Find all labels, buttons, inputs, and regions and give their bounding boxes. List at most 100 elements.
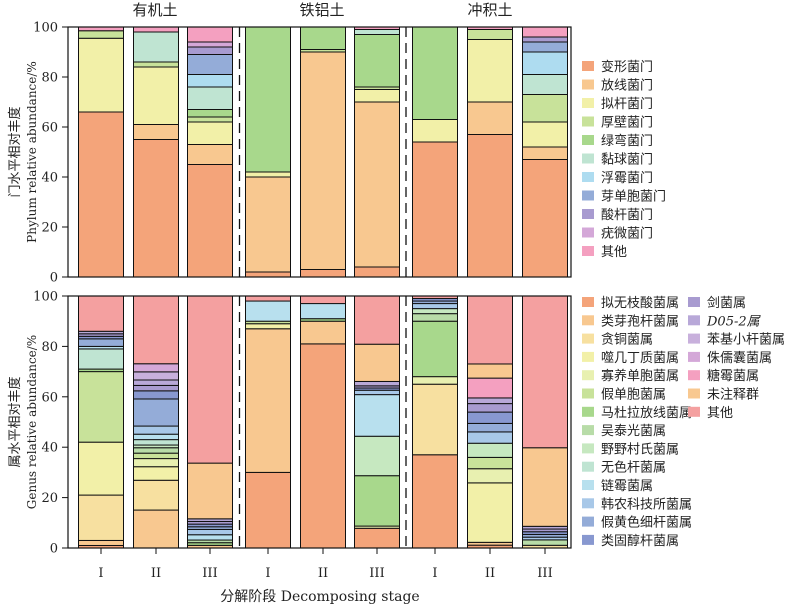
legend-swatch-p1-1: [582, 61, 594, 71]
legend-swatch-p2-16: [688, 315, 700, 326]
legend-label-p1-8: 芽单胞菌门: [601, 190, 666, 205]
bar-segment-p1-c9-s8: [522, 41, 568, 53]
panel-frame-1: [67, 26, 572, 278]
y-axis-label-p1-line2: Phylum relative abundance/%: [25, 61, 39, 243]
bar-segment-p1-c6-s6: [354, 29, 400, 35]
bar-segment-p2-c2-s12: [133, 425, 179, 435]
bar-segment-p1-c2-s6: [133, 31, 179, 63]
legend-swatch-p2-9: [582, 443, 594, 454]
legend-label-p2-17: 苯基小杆菌属: [707, 333, 785, 348]
bar-segment-p1-c2-s4: [133, 61, 179, 68]
bar-segment-p1-c6-s3: [354, 89, 400, 103]
bar-segment-p1-c3-s8: [187, 54, 233, 75]
bar-segment-p2-c8-s14: [467, 411, 513, 424]
bar-segment-p1-c2-s2: [133, 124, 179, 140]
x-tick-label: II: [318, 566, 328, 581]
legend-swatch-p2-7: [582, 406, 594, 417]
bar-segment-p2-c1-s10: [78, 348, 124, 370]
x-tick-label: I: [98, 566, 103, 581]
legend-label-p1-2: 放线菌门: [601, 79, 653, 94]
bar-segment-p2-c4-s21: [245, 295, 291, 302]
legend-label-p2-11: 链霉菌属: [601, 479, 653, 494]
bar-segment-p2-c8-s13: [467, 422, 513, 433]
bar-segment-p1-c3-s7: [187, 74, 233, 88]
legend-label-p2-14: 类固醇杆菌属: [601, 533, 679, 549]
legend-swatch-p2-19: [688, 370, 700, 381]
bar-segment-p1-c9-s2: [522, 146, 568, 160]
bar-segment-p1-c7-s3: [412, 119, 458, 143]
bar-segment-p1-c3-s11: [187, 26, 233, 43]
legend-label-p2-9: 野野村氏菌属: [601, 442, 679, 457]
legend-label-p2-12: 韩农科技所菌属: [601, 497, 692, 512]
bar-segment-p1-c3-s3: [187, 121, 233, 145]
bar-segment-p1-c3-s5: [187, 109, 233, 118]
bar-segment-p2-c6-s20: [354, 343, 400, 382]
legend-swatch-p2-4: [582, 351, 594, 362]
bar-segment-p1-c3-s1: [187, 164, 233, 278]
bar-segment-p2-c7-s8: [412, 313, 458, 322]
bar-segment-p2-c5-s2: [300, 320, 346, 345]
legend-swatch-p2-10: [582, 461, 594, 472]
legend-label-p2-13: 假黄色细杆菌属: [601, 515, 692, 531]
bar-segment-p2-c2-s14: [133, 390, 179, 400]
bar-segment-p2-c1-s4: [78, 441, 124, 496]
bar-segment-p1-c1-s1: [78, 111, 124, 278]
legend-label-p1-9: 酸杆菌门: [601, 208, 653, 223]
bar-segment-p2-c8-s16: [467, 397, 513, 405]
y-tick-label: 20: [41, 221, 58, 236]
bar-segment-p1-c4-s3: [245, 171, 291, 178]
y-tick-label: 0: [50, 271, 58, 286]
bar-segment-p2-c9-s20: [522, 447, 568, 527]
legend-label-p1-7: 浮霉菌门: [601, 171, 653, 186]
bar-segment-p2-c6-s9: [354, 435, 400, 477]
bar-segment-p2-c8-s5: [467, 468, 513, 484]
bar-segment-p2-c8-s4: [467, 482, 513, 543]
group-title-3: 冲积土: [467, 1, 512, 19]
bar-segment-p2-c1-s13: [78, 338, 124, 347]
y-tick-label: 40: [41, 171, 58, 186]
bar-segment-p2-c1-s6: [78, 371, 124, 443]
bar-segment-p1-c3-s9: [187, 46, 233, 55]
bar-segment-p2-c6-s1: [354, 527, 400, 549]
bar-segment-p2-c2-s5: [133, 458, 179, 468]
bar-segment-p1-c9-s7: [522, 51, 568, 75]
bar-segment-p2-c6-s21: [354, 295, 400, 345]
bar-segment-p1-c1-s4: [78, 30, 124, 39]
bar-segment-p2-c2-s21: [133, 295, 179, 365]
bar-segment-p1-c8-s4: [467, 29, 513, 40]
legend-label-p1-3: 拟杆菌门: [601, 97, 653, 112]
bar-segment-p2-c6-s7: [354, 475, 400, 527]
y-tick-label: 80: [41, 71, 58, 86]
legend-layer: 变形菌门放线菌门拟杆菌门厚壁菌门绿弯菌门黏球菌门浮霉菌门芽单胞菌门酸杆菌门疣微菌…: [582, 59, 785, 549]
legend-swatch-p2-5: [582, 370, 594, 381]
legend-swatch-p2-12: [582, 498, 594, 509]
legend-swatch-p1-2: [582, 79, 594, 90]
legend-label-p2-10: 无色杆菌属: [601, 460, 666, 476]
x-tick-label: II: [151, 566, 161, 581]
y-tick-label: 80: [41, 340, 58, 355]
y-tick-label: 0: [50, 542, 58, 557]
legend-swatch-p1-9: [582, 209, 594, 219]
bar-segment-p1-c8-s1: [467, 134, 513, 278]
bar-segment-p2-c8-s12: [467, 431, 513, 444]
bar-segment-p2-c5-s1: [300, 343, 346, 549]
bar-segment-p1-c3-s4: [187, 116, 233, 123]
bar-segment-p1-c9-s3: [522, 121, 568, 148]
bar-segment-p1-c4-s2: [245, 176, 291, 273]
legend-swatch-p2-2: [582, 315, 594, 326]
legend-label-p2-4: 噬几丁质菌属: [601, 351, 679, 366]
bar-segment-p2-c2-s16: [133, 379, 179, 386]
legend-swatch-p1-7: [582, 172, 594, 182]
legend-swatch-p2-6: [582, 388, 594, 399]
bar-segment-p1-c6-s2: [354, 101, 400, 268]
bar-segment-p1-c4-s1: [245, 271, 291, 278]
legend-label-p1-11: 其他: [601, 245, 627, 260]
bar-segment-p1-c6-s5: [354, 34, 400, 88]
x-tick-label: III: [369, 566, 384, 581]
legend-swatch-p2-3: [582, 333, 594, 344]
bar-segment-p2-c2-s3: [133, 479, 179, 511]
bar-segment-p2-c2-s11: [133, 433, 179, 441]
legend-label-p1-6: 黏球菌门: [601, 152, 653, 168]
bar-segment-p2-c9-s8: [522, 539, 568, 546]
bar-segment-p2-c7-s3: [412, 383, 458, 456]
